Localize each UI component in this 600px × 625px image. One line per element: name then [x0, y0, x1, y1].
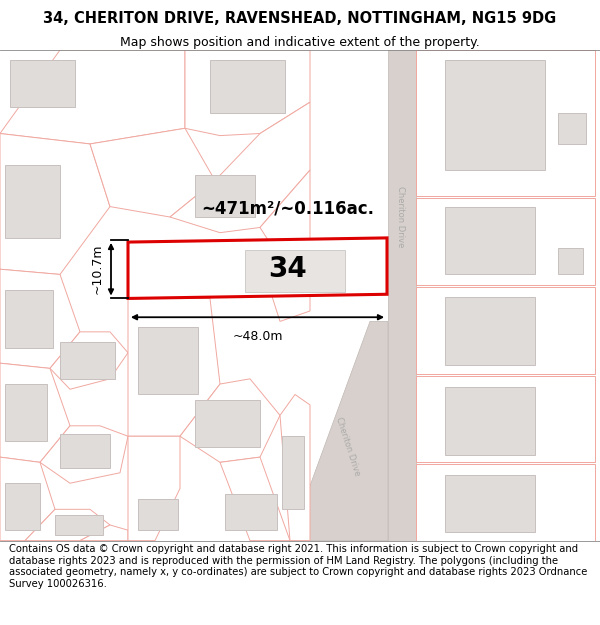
Text: ~48.0m: ~48.0m: [232, 330, 283, 342]
Bar: [5, 165, 60, 238]
Polygon shape: [388, 50, 416, 541]
Bar: [445, 298, 535, 365]
Polygon shape: [0, 363, 70, 462]
Bar: [245, 251, 345, 292]
Text: Cheriton Drive: Cheriton Drive: [334, 416, 362, 478]
Polygon shape: [128, 238, 387, 299]
Bar: [55, 514, 103, 536]
Polygon shape: [270, 243, 310, 321]
Text: Cheriton Drive: Cheriton Drive: [395, 186, 404, 248]
Bar: [558, 248, 583, 274]
Polygon shape: [0, 269, 80, 368]
Polygon shape: [180, 379, 280, 462]
Polygon shape: [290, 321, 388, 541]
Polygon shape: [50, 332, 128, 389]
Bar: [60, 342, 115, 379]
Polygon shape: [416, 464, 595, 541]
Bar: [10, 61, 75, 108]
Polygon shape: [260, 170, 310, 259]
Text: ~10.7m: ~10.7m: [91, 244, 104, 294]
Polygon shape: [170, 102, 310, 232]
Bar: [5, 290, 53, 348]
Polygon shape: [40, 426, 128, 483]
Bar: [445, 475, 535, 532]
Polygon shape: [128, 436, 180, 541]
Bar: [138, 327, 198, 394]
Bar: [138, 499, 178, 530]
Text: 34: 34: [268, 255, 307, 283]
Polygon shape: [90, 128, 215, 217]
Polygon shape: [25, 509, 110, 541]
Bar: [558, 112, 586, 144]
Bar: [225, 494, 277, 530]
Polygon shape: [80, 525, 128, 541]
Text: Map shows position and indicative extent of the property.: Map shows position and indicative extent…: [120, 36, 480, 49]
Bar: [210, 61, 285, 112]
Polygon shape: [416, 198, 595, 285]
Polygon shape: [220, 457, 290, 541]
Text: ~471m²/~0.116ac.: ~471m²/~0.116ac.: [201, 199, 374, 217]
Bar: [5, 384, 47, 441]
Bar: [195, 175, 255, 217]
Polygon shape: [280, 394, 310, 541]
Bar: [445, 387, 535, 455]
Bar: [195, 400, 260, 447]
Polygon shape: [416, 287, 595, 374]
Polygon shape: [0, 50, 185, 144]
Polygon shape: [416, 376, 595, 462]
Polygon shape: [128, 299, 220, 436]
Polygon shape: [185, 50, 310, 136]
Polygon shape: [416, 50, 595, 196]
Bar: [445, 207, 535, 274]
Text: Contains OS data © Crown copyright and database right 2021. This information is : Contains OS data © Crown copyright and d…: [9, 544, 587, 589]
Bar: [60, 434, 110, 468]
Bar: [5, 483, 40, 530]
Polygon shape: [0, 134, 110, 274]
Text: 34, CHERITON DRIVE, RAVENSHEAD, NOTTINGHAM, NG15 9DG: 34, CHERITON DRIVE, RAVENSHEAD, NOTTINGH…: [43, 11, 557, 26]
Polygon shape: [0, 457, 55, 541]
Bar: [282, 436, 304, 509]
Bar: [445, 61, 545, 170]
